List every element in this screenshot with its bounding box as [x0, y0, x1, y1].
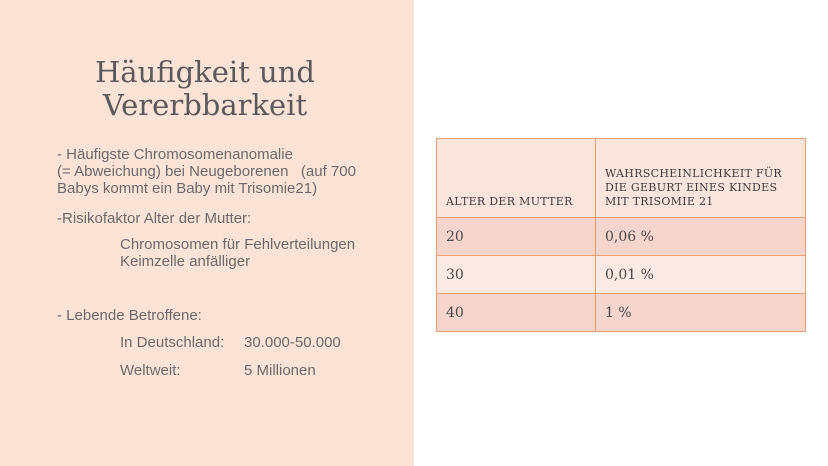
sub-bullet-chromosomes: Chromosomen für Fehlverteilungen Keimzel…	[120, 236, 355, 270]
affected-label: In Deutschland:	[120, 334, 225, 351]
bullet-frequency: - Häufigste Chromosomenanomalie (= Abwei…	[57, 146, 397, 197]
sub-bullet-line-2: Keimzelle anfälliger	[120, 253, 251, 270]
table-row: 30 0,01 %	[436, 255, 806, 294]
cell-age: 30	[436, 255, 596, 294]
left-panel	[0, 0, 414, 466]
bullet-affected: - Lebende Betroffene:	[57, 307, 202, 324]
header-probability: WAHRSCHEINLICHKEIT FÜR DIE GEBURT EINES …	[595, 138, 806, 218]
slide-title: Häufigkeit und Vererbbarkeit	[60, 56, 350, 122]
affected-value: 30.000-50.000	[244, 334, 341, 351]
sub-bullet-line-1: Chromosomen für Fehlverteilungen	[120, 236, 356, 253]
bullet-frequency-line-3: Babys kommt ein Baby mit Trisomie21)	[57, 180, 318, 197]
affected-label: Weltweit:	[120, 362, 181, 379]
bullet-risk-factor: -Risikofaktor Alter der Mutter:	[57, 210, 252, 227]
risk-table: ALTER DER MUTTER WAHRSCHEINLICHKEIT FÜR …	[436, 138, 806, 332]
title-line-1: Häufigkeit und	[95, 55, 315, 89]
cell-probability: 0,06 %	[595, 217, 806, 256]
cell-age: 40	[436, 293, 596, 332]
title-line-2: Vererbbarkeit	[102, 88, 308, 122]
table-header-row: ALTER DER MUTTER WAHRSCHEINLICHKEIT FÜR …	[436, 138, 806, 218]
table-row: 20 0,06 %	[436, 217, 806, 256]
header-probability-line-3: MIT TRISOMIE 21	[605, 195, 714, 208]
bullet-frequency-line-2: (= Abweichung) bei Neugeborenen (auf 700	[57, 163, 356, 180]
header-probability-line-1: WAHRSCHEINLICHKEIT FÜR	[605, 167, 782, 180]
cell-age: 20	[436, 217, 596, 256]
cell-probability: 0,01 %	[595, 255, 806, 294]
table-row: 40 1 %	[436, 293, 806, 332]
affected-value: 5 Millionen	[244, 362, 316, 379]
header-probability-line-2: DIE GEBURT EINES KINDES	[605, 181, 778, 194]
cell-probability: 1 %	[595, 293, 806, 332]
bullet-frequency-line-1: - Häufigste Chromosomenanomalie	[57, 146, 293, 163]
header-mother-age: ALTER DER MUTTER	[436, 138, 596, 218]
